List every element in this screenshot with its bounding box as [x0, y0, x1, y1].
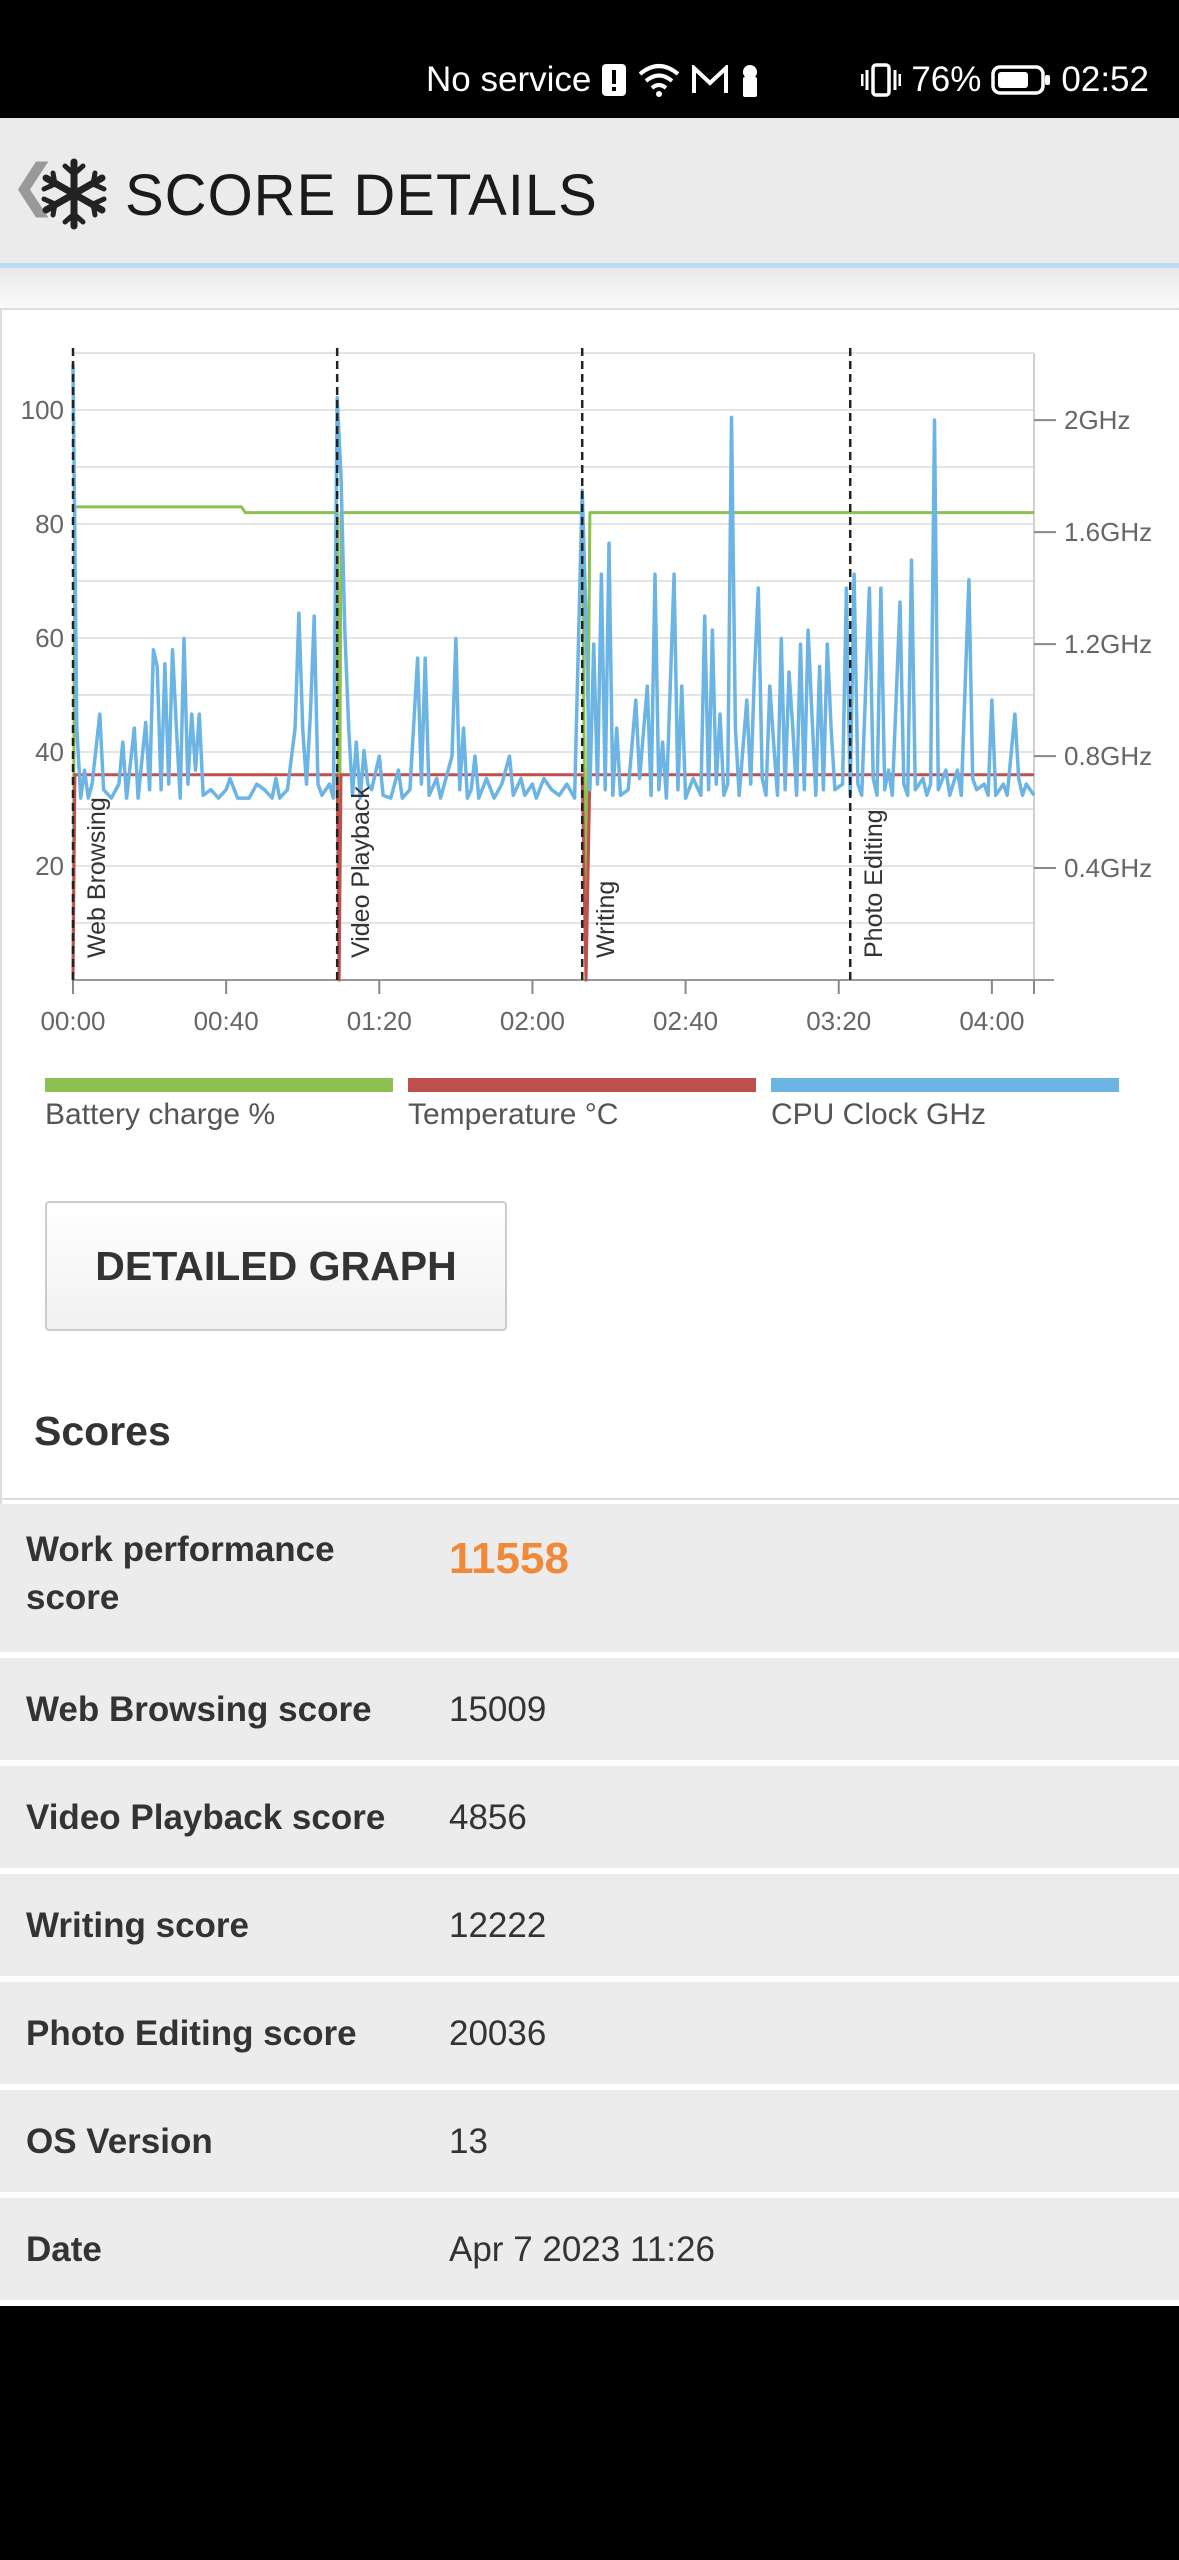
- score-value: 20036: [449, 2014, 547, 2053]
- content-frame: [0, 310, 1179, 2306]
- top-bar: ❮ SCORE DETAILS: [0, 118, 1179, 268]
- score-value: Apr 7 2023 11:26: [449, 2230, 715, 2269]
- x-tick-label: 01:20: [347, 1006, 412, 1036]
- legend-battery: Battery charge %: [45, 1078, 393, 1138]
- snowflake-logo-icon: [41, 158, 107, 230]
- keyhole-icon: [743, 65, 758, 97]
- series-line-battery: [71, 505, 1034, 982]
- score-row: OS Version 13: [0, 2090, 1179, 2198]
- x-tick-label: 03:20: [806, 1006, 871, 1036]
- x-tick-label: 02:00: [500, 1006, 565, 1036]
- section-label: Writing: [592, 881, 620, 958]
- score-row: Work performance score 11558: [0, 1504, 1179, 1658]
- score-label: Web Browsing score: [26, 1690, 372, 1729]
- legend-temperature-label: Temperature °C: [408, 1098, 619, 1131]
- section-label: Video Playback: [347, 786, 375, 958]
- score-label: Date: [26, 2230, 102, 2269]
- vibrate-icon: [861, 63, 902, 97]
- y-tick-label-right: 0.8GHz: [1064, 741, 1152, 771]
- score-label: Video Playback score: [26, 1798, 386, 1837]
- status-bar: No service 76% 02:52: [0, 0, 1179, 118]
- page-title: SCORE DETAILS: [125, 163, 598, 228]
- x-tick-label: 02:40: [653, 1006, 718, 1036]
- score-row: Writing score 12222: [0, 1874, 1179, 1982]
- score-row: Date Apr 7 2023 11:26: [0, 2198, 1179, 2306]
- x-tick-label: 00:40: [194, 1006, 259, 1036]
- score-row: Photo Editing score 20036: [0, 1982, 1179, 2090]
- y-tick-label-right: 1.2GHz: [1064, 629, 1152, 659]
- y-tick-label-left: 40: [35, 737, 64, 767]
- y-tick-label-right: 0.4GHz: [1064, 853, 1152, 883]
- wifi-icon: [639, 64, 680, 97]
- series-line-temperature: [71, 773, 1034, 982]
- y-tick-label-right: 2GHz: [1064, 405, 1130, 435]
- score-value: 13: [449, 2122, 488, 2161]
- battery-icon: [991, 65, 1051, 95]
- x-tick-label: 04:00: [959, 1006, 1024, 1036]
- legend-battery-swatch: [45, 1078, 393, 1092]
- legend-cpu-label: CPU Clock GHz: [771, 1098, 987, 1131]
- legend-cpu: CPU Clock GHz: [771, 1078, 1119, 1138]
- y-tick-label-left: 60: [35, 623, 64, 653]
- section-label: Web Browsing: [83, 797, 111, 958]
- alert-icon: [602, 64, 627, 96]
- score-label: Writing score: [26, 1906, 250, 1945]
- score-row: Web Browsing score 15009: [0, 1658, 1179, 1766]
- score-value: 4856: [449, 1798, 527, 1837]
- score-row: Video Playback score 4856: [0, 1766, 1179, 1874]
- battery-percent: 76%: [911, 60, 982, 99]
- series-line-cpu: [71, 364, 1036, 800]
- score-value: 11558: [449, 1534, 569, 1583]
- legend-temperature-swatch: [408, 1078, 756, 1092]
- divider: [0, 1498, 1179, 1500]
- clock: 02:52: [1061, 60, 1149, 99]
- x-tick-label: 00:00: [40, 1006, 105, 1036]
- legend-battery-label: Battery charge %: [45, 1098, 276, 1131]
- legend-temperature: Temperature °C: [408, 1078, 756, 1138]
- scores-table: Work performance score 11558 Web Browsing s…: [0, 1504, 1179, 2306]
- score-label: Photo Editing score: [26, 2014, 357, 2053]
- score-value: 15009: [449, 1690, 547, 1729]
- header-shadow: [0, 268, 1179, 310]
- score-label: OS Version: [26, 2122, 213, 2161]
- y-tick-label-right: 1.6GHz: [1064, 517, 1152, 547]
- mail-icon: [692, 65, 729, 93]
- battery-life-chart: 00:00 00:40 01:20 02:00 02:40 03:20 04:00 100 80…: [21, 348, 1152, 1036]
- score-value: 12222: [449, 1906, 547, 1945]
- y-tick-label-left: 20: [35, 851, 64, 881]
- scores-heading: Scores: [34, 1408, 171, 1454]
- app-screen: ❮ SCORE DETAILS 00:00 00:40 01:20 02:00 02:4…: [0, 118, 1179, 2306]
- network-status: No service: [426, 60, 592, 99]
- y-tick-label-left: 80: [35, 509, 64, 539]
- y-tick-label-left: 100: [21, 395, 64, 425]
- legend-cpu-swatch: [771, 1078, 1119, 1092]
- section-label: Photo Editing: [860, 809, 888, 958]
- detailed-graph-button[interactable]: DETAILED GRAPH: [45, 1201, 507, 1331]
- score-label: Work performance score: [26, 1530, 335, 1617]
